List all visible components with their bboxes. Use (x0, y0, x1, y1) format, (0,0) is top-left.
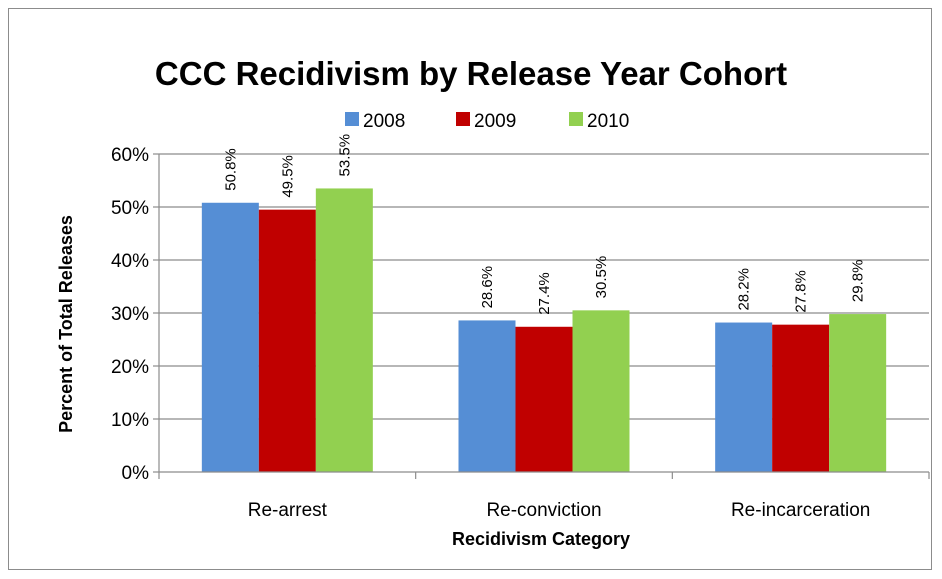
legend-label: 2010 (587, 111, 629, 132)
x-tick-label: Re-arrest (248, 500, 328, 521)
bar (258, 209, 316, 472)
y-axis-title: Percent of Total Releases (56, 215, 76, 433)
chart-frame: CCC Recidivism by Release Year Cohort 20… (8, 8, 932, 570)
data-label: 28.6% (479, 266, 496, 309)
data-label: 28.2% (736, 268, 753, 311)
bar (829, 314, 887, 472)
legend-swatch (456, 112, 470, 126)
legend-swatch (569, 112, 583, 126)
y-tick-label: 50% (111, 198, 149, 219)
legend-label: 2009 (474, 111, 516, 132)
legend: 2008 2009 2010 (345, 111, 629, 132)
data-label: 49.5% (279, 155, 296, 198)
chart-title: CCC Recidivism by Release Year Cohort (155, 55, 787, 92)
bar (715, 322, 773, 472)
data-label: 50.8% (222, 148, 239, 191)
x-tick-label: Re-conviction (486, 500, 601, 521)
bar (315, 188, 373, 472)
bar (572, 310, 630, 472)
bar (201, 202, 259, 472)
y-axis: 0% 10% 20% 30% 40% 50% 60% (111, 145, 160, 484)
data-label: 29.8% (850, 260, 867, 303)
x-axis-title: Recidivism Category (452, 529, 630, 549)
bar (772, 324, 830, 472)
data-label: 53.5% (336, 134, 353, 177)
y-tick-label: 0% (122, 463, 150, 484)
bar (458, 320, 516, 472)
legend-label: 2008 (363, 111, 405, 132)
y-tick-label: 20% (111, 357, 149, 378)
data-label: 30.5% (593, 256, 610, 299)
bars (201, 188, 887, 472)
data-labels: 50.8% 49.5% 53.5% 28.6% 27.4% 30.5% 28.2% 27.8%… (222, 134, 866, 315)
y-tick-label: 40% (111, 251, 149, 272)
data-label: 27.8% (793, 270, 810, 313)
y-tick-label: 60% (111, 145, 149, 166)
x-axis: Re-arrest Re-conviction Re-incarceration (158, 471, 930, 521)
data-label: 27.4% (536, 272, 553, 315)
y-tick-label: 30% (111, 304, 149, 325)
bar (515, 326, 573, 472)
legend-swatch (345, 112, 359, 126)
x-tick-label: Re-incarceration (731, 500, 870, 521)
chart-svg: CCC Recidivism by Release Year Cohort 20… (56, 55, 930, 549)
y-tick-label: 10% (111, 410, 149, 431)
